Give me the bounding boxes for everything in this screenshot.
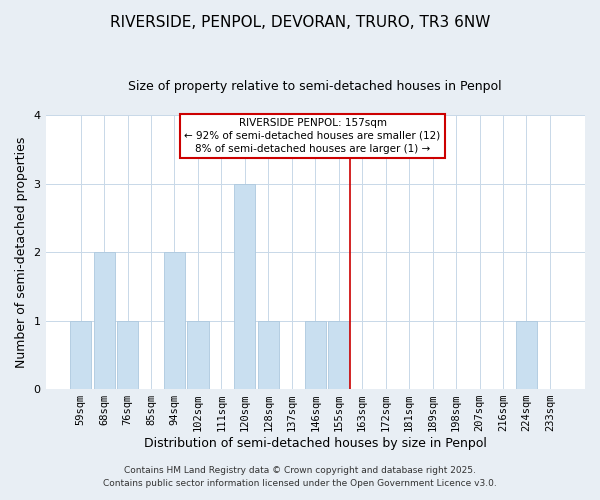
Bar (187, 320, 209, 389)
Bar (235, 184, 256, 389)
Bar (516, 320, 537, 389)
Bar (164, 252, 185, 389)
Y-axis label: Number of semi-detached properties: Number of semi-detached properties (15, 136, 28, 368)
Text: RIVERSIDE, PENPOL, DEVORAN, TRURO, TR3 6NW: RIVERSIDE, PENPOL, DEVORAN, TRURO, TR3 6… (110, 15, 490, 30)
Bar (117, 320, 138, 389)
Title: Size of property relative to semi-detached houses in Penpol: Size of property relative to semi-detach… (128, 80, 502, 93)
Bar (70, 320, 91, 389)
X-axis label: Distribution of semi-detached houses by size in Penpol: Distribution of semi-detached houses by … (144, 437, 487, 450)
Text: RIVERSIDE PENPOL: 157sqm
← 92% of semi-detached houses are smaller (12)
8% of se: RIVERSIDE PENPOL: 157sqm ← 92% of semi-d… (184, 118, 440, 154)
Bar (305, 320, 326, 389)
Bar (328, 320, 349, 389)
Text: Contains HM Land Registry data © Crown copyright and database right 2025.
Contai: Contains HM Land Registry data © Crown c… (103, 466, 497, 487)
Bar (258, 320, 279, 389)
Bar (94, 252, 115, 389)
